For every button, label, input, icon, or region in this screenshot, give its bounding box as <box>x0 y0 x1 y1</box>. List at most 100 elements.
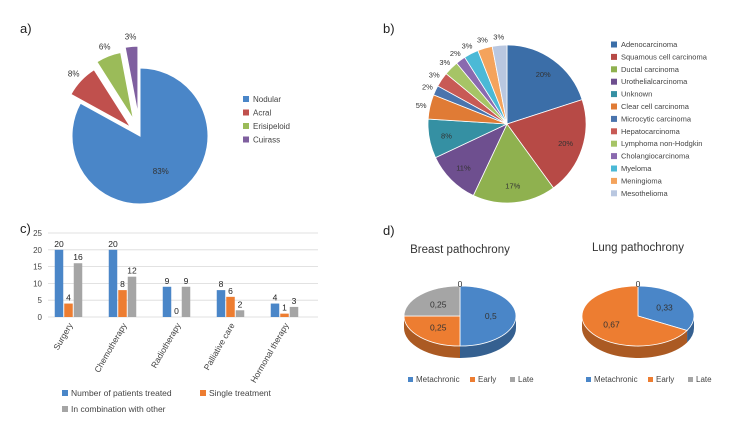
slice-late <box>403 285 461 317</box>
legend-label-metachronic: Metachronic <box>594 375 638 384</box>
legend-label-nodular: Nodular <box>253 95 281 104</box>
bar-number-of-patients-treated-hormonal-therapy <box>270 303 280 317</box>
legend-swatch-cholangiocarcinoma <box>611 153 617 160</box>
legend-swatch-single-treatment <box>200 390 206 396</box>
legend-swatch-metachronic <box>408 377 413 382</box>
legend-label-early: Early <box>478 375 496 384</box>
bar-single-treatment-chemotherapy <box>118 290 127 317</box>
legend-label-microcytic-carcinoma: Microcytic carcinoma <box>621 114 692 123</box>
legend-label-acral: Acral <box>253 109 271 118</box>
slice-label-unknown: 8% <box>441 132 452 141</box>
bar-label-single-treatment-radiotherapy: 0 <box>174 306 179 316</box>
bar-label-single-treatment-palliative-care: 6 <box>228 286 233 296</box>
bar-label-in-combination-with-other-radiotherapy: 9 <box>184 276 189 286</box>
legend-swatch-cuirass <box>243 136 249 143</box>
legend-swatch-number-of-patients-treated <box>62 390 68 396</box>
legend-swatch-early <box>648 377 653 382</box>
bar-label-number-of-patients-treated-surgery: 20 <box>54 239 64 249</box>
legend-swatch-squamous-cell-carcinoma <box>611 53 617 60</box>
bar-number-of-patients-treated-chemotherapy <box>108 249 118 317</box>
legend-swatch-acral <box>243 109 249 116</box>
panel-b-pie-chart: 20%20%17%11%8%5%2%3%3%2%3%3% 3%Adenocarci… <box>416 32 708 204</box>
bar-in-combination-with-other-palliative-care <box>235 310 245 317</box>
slice-metachronic <box>459 285 517 347</box>
slice-acral <box>70 68 131 128</box>
bar-single-treatment-hormonal-therapy <box>280 313 289 317</box>
slice-label-erisipeloid: 6% <box>99 43 111 52</box>
bar-label-in-combination-with-other-palliative-care: 2 <box>238 299 243 309</box>
slice-label-early: 0,25 <box>430 323 447 333</box>
bar-in-combination-with-other-surgery <box>73 263 83 317</box>
y-tick-label-5: 5 <box>38 296 43 305</box>
slice-squamous-cell-carcinoma <box>506 99 587 189</box>
x-tick-label-radiotherapy: Radiotherapy <box>149 320 183 369</box>
x-tick-label-surgery: Surgery <box>51 320 75 351</box>
panel-d-breast-pie: Breast pathochrony 0,5 0,25 0,25 0 Metachroni… <box>403 244 534 384</box>
slice-label-metachronic: 0,33 <box>656 303 673 313</box>
legend-label-cholangiocarcinoma: Cholangiocarcinoma <box>621 152 690 161</box>
bar-label-in-combination-with-other-surgery: 16 <box>73 252 83 262</box>
bar-number-of-patients-treated-palliative-care <box>216 290 226 317</box>
legend-label-metachronic: Metachronic <box>416 375 460 384</box>
bar-label-single-treatment-chemotherapy: 8 <box>120 279 125 289</box>
legend-label-urothelialcarcinoma: Urothelialcarcinoma <box>621 77 688 86</box>
pie-title-breast-pathochrony: Breast pathochrony <box>410 244 510 256</box>
y-tick-label-15: 15 <box>33 263 42 272</box>
legend-swatch-early <box>470 377 475 382</box>
slice-side-metachronic <box>687 316 694 343</box>
slice-ductal-carcinoma <box>472 123 554 204</box>
legend-swatch-myeloma <box>611 165 617 172</box>
legend-label-late: Late <box>518 375 534 384</box>
slice-cuirass <box>124 45 139 115</box>
legend-label-late: Late <box>696 375 712 384</box>
legend-label-number-of-patients-treated: Number of patients treated <box>71 388 172 398</box>
legend-label-single-treatment: Single treatment <box>209 388 272 398</box>
legend-label-hepatocarcinoma: Hepatocarcinoma <box>621 127 681 136</box>
legend-label-erisipeloid: Erisipeloid <box>253 122 290 131</box>
slice-label-hepatocarcinoma: 3% <box>429 71 440 80</box>
y-tick-label-0: 0 <box>38 313 43 322</box>
x-tick-label-hormonal-therapy: Hormonal therapy <box>248 320 291 384</box>
legend-label-in-combination-with-other: In combination with other <box>71 404 166 414</box>
legend-swatch-meningioma <box>611 177 617 184</box>
legend-label-myeloma: Myeloma <box>621 164 652 173</box>
slice-label-mesothelioma: 3% <box>493 32 504 41</box>
legend-swatch-late <box>510 377 515 382</box>
panel-label-c: c) <box>20 221 31 236</box>
panel-label-a: a) <box>20 21 32 36</box>
legend-label-meningioma: Meningioma <box>621 176 663 185</box>
bar-in-combination-with-other-hormonal-therapy <box>289 306 299 317</box>
bar-number-of-patients-treated-surgery <box>54 249 64 317</box>
bar-in-combination-with-other-radiotherapy <box>181 286 191 317</box>
slice-label-ductal-carcinoma: 17% <box>505 181 520 190</box>
legend-swatch-clear-cell-carcinoma <box>611 103 617 110</box>
pie-title-lung-pathochrony: Lung pathochrony <box>592 242 684 254</box>
slice-label-squamous-cell-carcinoma: 20% <box>558 139 573 148</box>
bar-single-treatment-palliative-care <box>226 296 235 317</box>
legend-swatch-ductal-carcinoma <box>611 66 617 73</box>
legend-swatch-mesothelioma <box>611 190 617 197</box>
legend-swatch-adenocarcinoma <box>611 41 617 48</box>
slice-label-meningioma: 3% <box>477 35 488 44</box>
bar-label-single-treatment-hormonal-therapy: 1 <box>282 303 287 313</box>
legend-label-clear-cell-carcinoma: Clear cell carcinoma <box>621 102 690 111</box>
y-tick-label-10: 10 <box>33 279 42 288</box>
bar-label-number-of-patients-treated-palliative-care: 8 <box>219 279 224 289</box>
slice-side-early <box>404 316 460 358</box>
legend-swatch-lymphoma-non-hodgkin <box>611 140 617 147</box>
legend-label-adenocarcinoma: Adenocarcinoma <box>621 40 678 49</box>
legend-swatch-metachronic <box>586 377 591 382</box>
slice-label-cholangiocarcinoma: 2% <box>450 49 461 58</box>
legend-label-ductal-carcinoma: Ductal carcinoma <box>621 65 680 74</box>
bar-label-in-combination-with-other-hormonal-therapy: 3 <box>292 296 297 306</box>
bar-label-single-treatment-surgery: 4 <box>66 293 71 303</box>
bar-in-combination-with-other-chemotherapy <box>127 276 137 317</box>
legend-label-mesothelioma: Mesothelioma <box>621 189 669 198</box>
slice-label-lymphoma-non-hodgkin: 3% <box>439 58 450 67</box>
slice-side-metachronic <box>460 316 516 358</box>
legend-label-early: Early <box>656 375 674 384</box>
slice-side-early <box>582 316 688 359</box>
panel-c-bar-chart: 051015202520416Surgery20812Chemotherapy9… <box>33 229 318 414</box>
slice-label-adenocarcinoma: 20% <box>536 70 551 79</box>
